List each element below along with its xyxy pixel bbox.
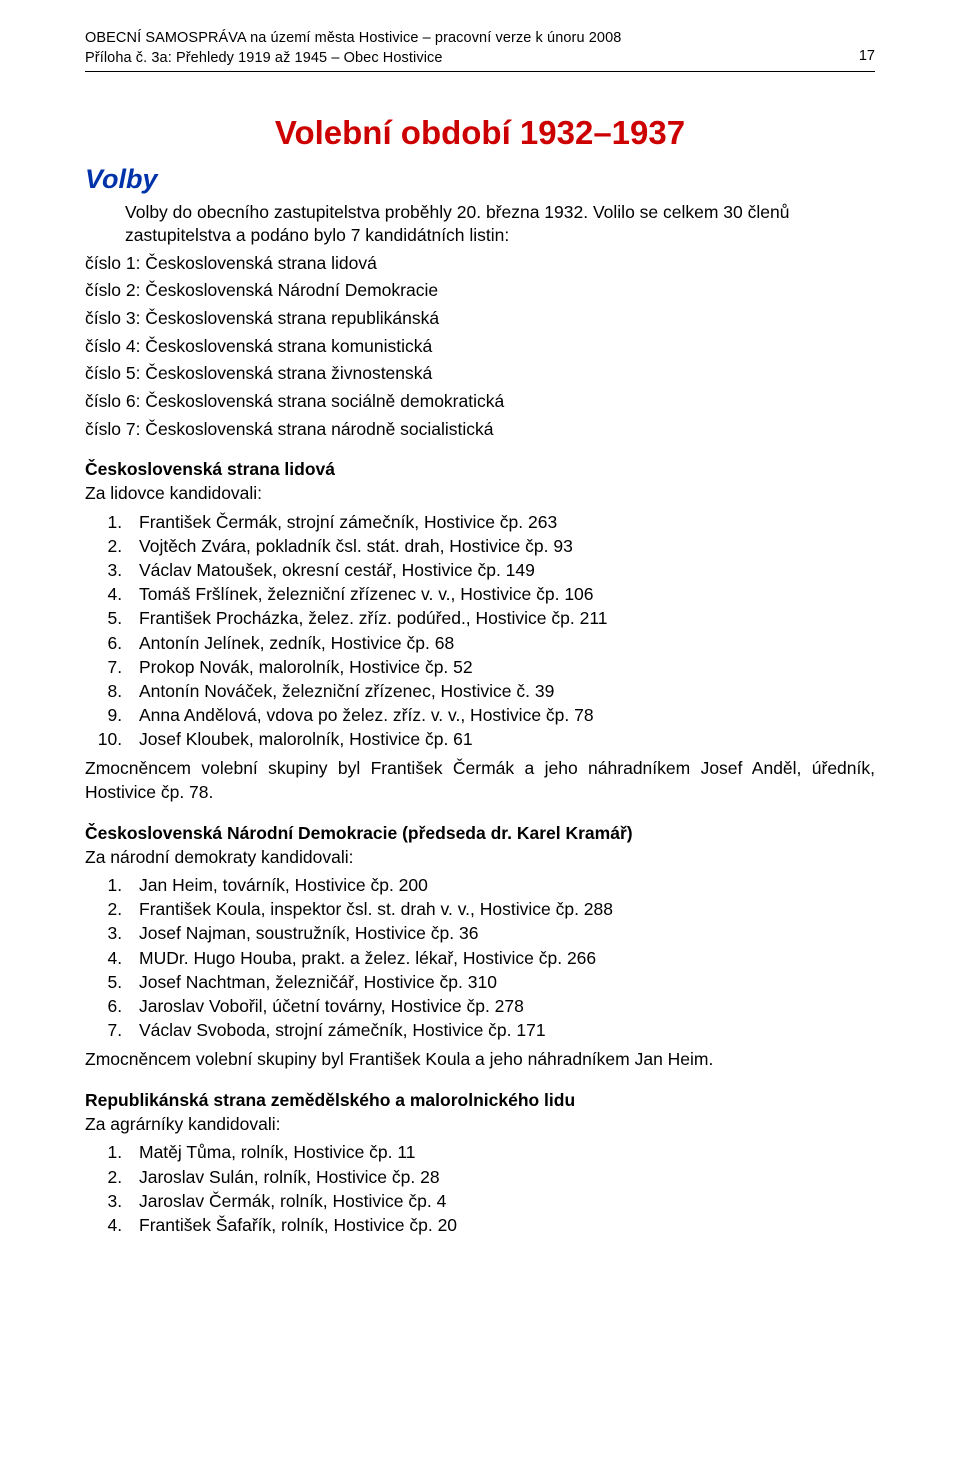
list-item: Václav Matoušek, okresní cestář, Hostivi… xyxy=(127,558,875,582)
list-item: Vojtěch Zvára, pokladník čsl. stát. drah… xyxy=(127,534,875,558)
list-item: Josef Kloubek, malorolník, Hostivice čp.… xyxy=(127,727,875,751)
party3-heading: Republikánská strana zemědělského a malo… xyxy=(85,1090,875,1111)
party2-candidate-list: Jan Heim, továrník, Hostivice čp. 200Fra… xyxy=(127,873,875,1042)
party1-heading: Československá strana lidová xyxy=(85,459,875,480)
party1-note: Zmocněncem volební skupiny byl František… xyxy=(85,757,875,804)
list-item: Prokop Novák, malorolník, Hostivice čp. … xyxy=(127,655,875,679)
party3-candidate-list: Matěj Tůma, rolník, Hostivice čp. 11Jaro… xyxy=(127,1140,875,1237)
list-item: Josef Najman, soustružník, Hostivice čp.… xyxy=(127,921,875,945)
section-heading-volby: Volby xyxy=(85,164,875,195)
candidate-list-number-line: číslo 2: Československá Národní Demokrac… xyxy=(85,279,875,303)
party3-sub: Za agrárníky kandidovali: xyxy=(85,1113,875,1137)
candidate-list-number-line: číslo 1: Československá strana lidová xyxy=(85,252,875,276)
list-item: František Šafařík, rolník, Hostivice čp.… xyxy=(127,1213,875,1237)
page-number: 17 xyxy=(859,48,875,64)
list-item: František Procházka, želez. zříz. podúře… xyxy=(127,606,875,630)
list-item: Antonín Jelínek, zedník, Hostivice čp. 6… xyxy=(127,631,875,655)
list-item: Jaroslav Čermák, rolník, Hostivice čp. 4 xyxy=(127,1189,875,1213)
candidate-list-number-line: číslo 7: Československá strana národně s… xyxy=(85,418,875,442)
intro-paragraph: Volby do obecního zastupitelstva proběhl… xyxy=(125,201,875,248)
list-item: Jaroslav Vobořil, účetní továrny, Hostiv… xyxy=(127,994,875,1018)
list-item: Matěj Tůma, rolník, Hostivice čp. 11 xyxy=(127,1140,875,1164)
candidate-list-number-line: číslo 6: Československá strana sociálně … xyxy=(85,390,875,414)
list-item: František Čermák, strojní zámečník, Host… xyxy=(127,510,875,534)
candidate-list-number-line: číslo 4: Československá strana komunisti… xyxy=(85,335,875,359)
list-item: Jan Heim, továrník, Hostivice čp. 200 xyxy=(127,873,875,897)
party2-note: Zmocněncem volební skupiny byl František… xyxy=(85,1048,875,1072)
list-item: Václav Svoboda, strojní zámečník, Hostiv… xyxy=(127,1018,875,1042)
list-item: MUDr. Hugo Houba, prakt. a želez. lékař,… xyxy=(127,946,875,970)
party1-candidate-list: František Čermák, strojní zámečník, Host… xyxy=(127,510,875,751)
list-item: Anna Andělová, vdova po želez. zříz. v. … xyxy=(127,703,875,727)
party1-sub: Za lidovce kandidovali: xyxy=(85,482,875,506)
list-item: František Koula, inspektor čsl. st. drah… xyxy=(127,897,875,921)
list-item: Jaroslav Sulán, rolník, Hostivice čp. 28 xyxy=(127,1165,875,1189)
list-item: Antonín Nováček, železniční zřízenec, Ho… xyxy=(127,679,875,703)
header-line-2: Příloha č. 3a: Přehledy 1919 až 1945 – O… xyxy=(85,48,875,68)
header-line-1: OBECNÍ SAMOSPRÁVA na území města Hostivi… xyxy=(85,28,875,48)
list-item: Tomáš Fršlínek, železniční zřízenec v. v… xyxy=(127,582,875,606)
list-item: Josef Nachtman, železničář, Hostivice čp… xyxy=(127,970,875,994)
candidate-list-number-line: číslo 5: Československá strana živnosten… xyxy=(85,362,875,386)
party2-heading: Československá Národní Demokracie (předs… xyxy=(85,823,875,844)
header-rule xyxy=(85,71,875,72)
candidate-list-number-line: číslo 3: Československá strana republiká… xyxy=(85,307,875,331)
party2-sub: Za národní demokraty kandidovali: xyxy=(85,846,875,870)
main-title: Volební období 1932–1937 xyxy=(85,114,875,152)
